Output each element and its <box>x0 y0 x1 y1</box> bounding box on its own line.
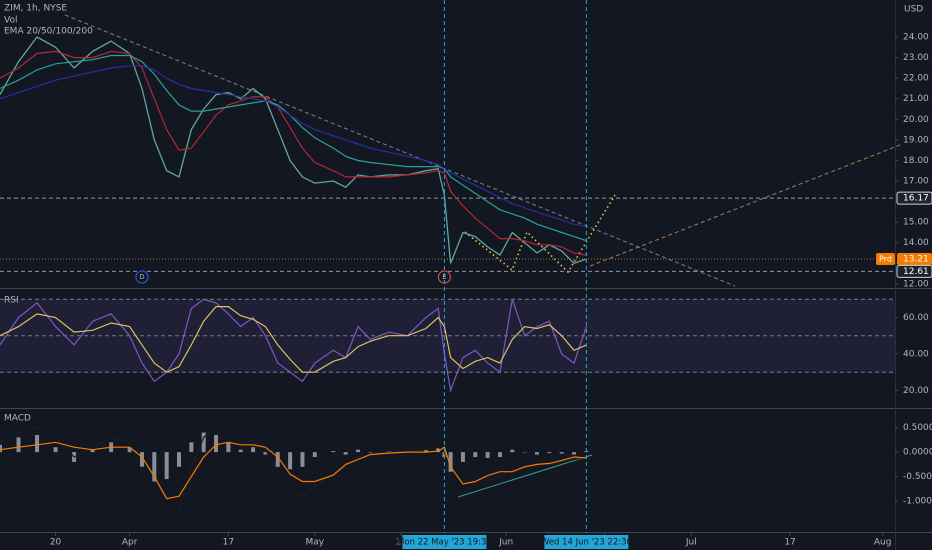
histogram-bar <box>189 442 194 453</box>
histogram-bar <box>263 452 268 455</box>
level-tag <box>896 191 932 205</box>
price-tag-box <box>876 252 895 265</box>
x-tick-label: Jun <box>498 538 513 548</box>
pane-title: ZIM, 1h, NYSE <box>4 4 67 14</box>
histogram-bar <box>559 452 564 454</box>
pane-title: MACD <box>4 414 31 424</box>
date-tag <box>544 535 629 549</box>
histogram-bar <box>300 452 305 467</box>
series-line <box>0 65 587 227</box>
histogram-bar <box>356 449 360 453</box>
histogram-bar <box>53 447 58 453</box>
histogram-bar <box>16 437 21 453</box>
histogram-bar <box>331 451 336 453</box>
histogram-bar <box>201 432 206 453</box>
histogram-bar <box>127 447 132 453</box>
y-tick-label: 14.00 <box>903 238 929 248</box>
histogram-bar <box>288 452 293 470</box>
series-line <box>0 36 587 265</box>
histogram-bar <box>448 452 453 472</box>
y-tick-label: 24.00 <box>903 33 929 43</box>
histogram-bar <box>572 452 577 455</box>
histogram-bar <box>0 444 2 453</box>
y-tick-label: 18.00 <box>903 156 929 166</box>
x-tick-label: 15 <box>395 538 406 548</box>
series-line <box>0 54 587 242</box>
x-tick-label: 17 <box>223 538 234 548</box>
y-tick-label: 0.0000 <box>903 448 932 458</box>
y-tick-label: 60.00 <box>903 313 929 323</box>
histogram-bar <box>535 452 539 455</box>
series-line <box>0 441 587 500</box>
histogram-bar <box>139 452 144 467</box>
x-tick-label: May <box>305 538 324 548</box>
y-tick-label: 21.00 <box>903 94 929 104</box>
level-label: 13.21 <box>903 254 929 264</box>
event-label: D <box>139 273 144 281</box>
y-tick-label: 20.00 <box>903 115 929 125</box>
x-tick-label: 17 <box>784 538 795 548</box>
histogram-bar <box>547 452 552 454</box>
histogram-bar <box>214 434 219 453</box>
histogram-bar <box>275 452 280 467</box>
y-tick-label: 40.00 <box>903 349 929 359</box>
histogram-bar <box>177 452 181 467</box>
y-tick-label: -0.5000 <box>903 472 932 482</box>
histogram-bar <box>238 449 243 453</box>
level-label: 16.17 <box>903 194 929 204</box>
y-tick-label: 15.00 <box>903 218 929 228</box>
trend-line <box>64 14 736 287</box>
y-tick-label: 12.00 <box>903 279 929 289</box>
date-label: Wed 14 Jun '23 22:30 <box>541 538 632 548</box>
histogram-bar <box>460 452 465 462</box>
histogram-bar <box>343 452 348 455</box>
currency: USD <box>904 5 923 15</box>
series-line <box>0 306 587 373</box>
histogram-bar <box>497 452 502 458</box>
histogram-bar <box>436 448 441 453</box>
histogram-bar <box>473 452 478 458</box>
x-tick-label: Aug <box>874 538 892 548</box>
y-tick-label: 19.00 <box>903 135 929 145</box>
date-label: Mon 22 May '23 19:30 <box>397 538 492 548</box>
date-tag <box>402 535 487 549</box>
y-tick-label: 23.00 <box>903 53 929 63</box>
histogram-bar <box>164 452 169 480</box>
x-tick-label: 20 <box>50 538 62 548</box>
y-tick-label: -1.000 <box>903 497 932 507</box>
pane-subtitle: Vol <box>4 16 17 26</box>
y-tick-label: 20.00 <box>903 386 929 396</box>
y-tick-label: 17.00 <box>903 177 929 187</box>
histogram-bar <box>522 452 527 453</box>
level-label: 12.61 <box>903 267 929 277</box>
y-tick-label: 0.5000 <box>903 423 932 433</box>
histogram-bar <box>226 442 231 453</box>
pane-title: RSI <box>4 296 19 306</box>
histogram-bar <box>251 447 256 453</box>
price-tag: Prd <box>879 254 892 263</box>
histogram-bar <box>35 434 40 453</box>
histogram-bar <box>152 452 157 482</box>
x-tick-label: Apr <box>122 538 138 548</box>
histogram-bar <box>90 449 95 453</box>
histogram-bar <box>312 452 317 458</box>
pane-subtitle: EMA 20/50/100/200 <box>4 27 93 37</box>
histogram-bar <box>423 449 428 453</box>
y-tick-label: 22.00 <box>903 74 929 84</box>
level-tag <box>896 264 932 278</box>
level-tag <box>897 252 932 265</box>
histogram-bar <box>485 452 490 458</box>
x-tick-label: Jul <box>685 538 697 548</box>
histogram-bar <box>510 449 515 453</box>
histogram-bar <box>368 452 373 453</box>
divergence-line <box>457 454 593 498</box>
series-line <box>0 426 587 527</box>
event-icon <box>135 270 149 284</box>
